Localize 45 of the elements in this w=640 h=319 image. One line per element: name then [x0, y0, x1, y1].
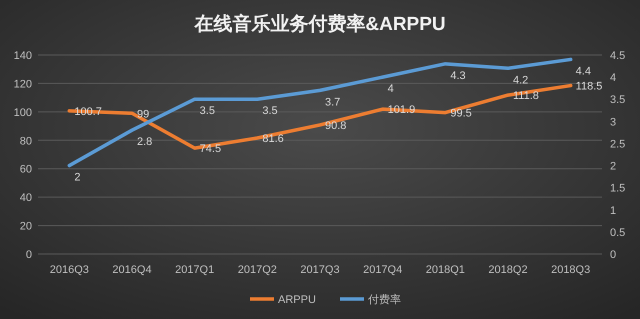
- data-label: 81.6: [262, 133, 284, 146]
- y2-tick-label: 1.5: [610, 182, 626, 195]
- y2-tick-label: 1: [610, 204, 616, 217]
- data-label: 4: [388, 83, 394, 96]
- y-tick-label: 100: [14, 106, 32, 119]
- data-label: 90.8: [325, 120, 346, 132]
- y2-tick-label: 0: [610, 249, 616, 261]
- y-tick-label: 80: [20, 135, 32, 148]
- y2-tick-label: 0.5: [610, 226, 626, 239]
- data-label: 3.5: [262, 105, 278, 118]
- y-tick-label: 20: [20, 220, 32, 233]
- x-tick-label: 2018Q1: [426, 264, 465, 276]
- x-tick-label: 2016Q4: [112, 264, 152, 276]
- y-tick-label: 140: [14, 50, 32, 62]
- y2-tick-label: 4.5: [610, 50, 626, 62]
- legend-label: ARPPU: [278, 294, 316, 306]
- y-tick-label: 40: [20, 192, 32, 204]
- x-tick-label: 2018Q3: [551, 264, 590, 276]
- x-tick-label: 2017Q2: [238, 264, 277, 276]
- data-label: 2.8: [137, 136, 152, 148]
- y2-tick-label: 2.5: [610, 138, 626, 150]
- y2-tick-label: 2: [610, 160, 616, 173]
- line-series: [68, 58, 572, 168]
- y-tick-label: 60: [20, 164, 32, 176]
- data-label: 118.5: [576, 80, 602, 93]
- y-tick-label: 120: [14, 78, 32, 90]
- x-tick-label: 2017Q3: [300, 264, 340, 276]
- x-tick-label: 2017Q4: [363, 264, 402, 276]
- x-tick-label: 2018Q2: [488, 264, 528, 276]
- y2-tick-label: 3.5: [610, 94, 626, 106]
- data-label: 4.3: [450, 70, 466, 82]
- y2-tick-label: 3: [610, 116, 616, 128]
- chart-title: 在线音乐业务付费率&ARPPU: [193, 13, 446, 35]
- data-label: 99.5: [450, 108, 472, 120]
- y-tick-label: 0: [26, 249, 32, 261]
- data-label: 3.5: [200, 105, 215, 118]
- data-label: 4.4: [576, 65, 591, 78]
- legend-label: 付费率: [368, 293, 401, 306]
- x-tick-label: 2016Q3: [50, 264, 89, 276]
- data-label: 3.7: [325, 96, 340, 108]
- data-label: 99: [137, 108, 150, 120]
- data-label: 4.2: [513, 74, 528, 86]
- data-label: 2: [74, 172, 80, 184]
- y2-tick-label: 4: [610, 72, 616, 84]
- x-tick-label: 2017Q1: [175, 264, 214, 276]
